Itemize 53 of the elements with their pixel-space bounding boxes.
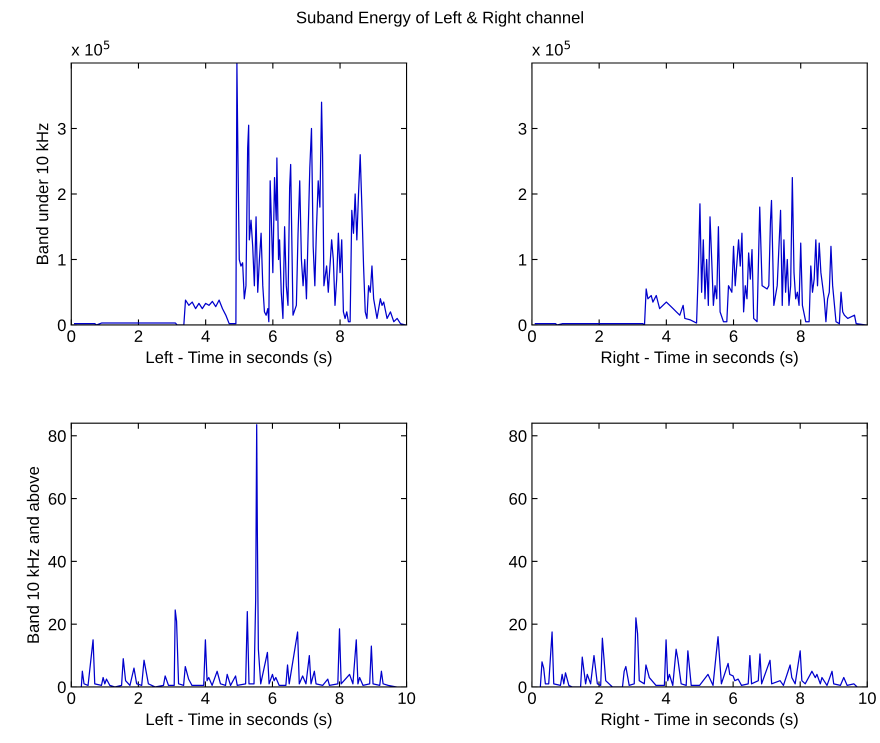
x-tick-label: 0 xyxy=(67,330,76,342)
x-tick-label: 2 xyxy=(595,330,603,342)
x-tick-label: 6 xyxy=(269,330,277,342)
text: x 10$^{5}$ xyxy=(532,40,570,56)
line-series xyxy=(80,424,398,687)
y-tick-label: 80 xyxy=(48,430,66,442)
line-series xyxy=(74,63,406,325)
y-tick-label: 40 xyxy=(508,556,526,568)
line-series xyxy=(540,617,858,687)
x-tick-label: 4 xyxy=(662,692,670,704)
y-tick-label: 0 xyxy=(58,319,66,332)
x-tick-label: 6 xyxy=(729,692,738,704)
y-tick-label: 1 xyxy=(519,254,526,266)
chart-title: Suband Energy of Left & Right channel xyxy=(296,11,583,27)
x-tick-label: 2 xyxy=(595,692,603,704)
x-tick-label: 4 xyxy=(201,330,210,342)
y-tick-label: 3 xyxy=(518,122,526,135)
y-axis-title: Band under 10 kHz xyxy=(36,123,48,264)
y-tick-label: 3 xyxy=(58,122,66,135)
y-tick-label: 0 xyxy=(518,681,526,694)
x-axis-title: Left - Time in seconds (s) xyxy=(146,350,332,366)
y-tick-label: 1 xyxy=(58,254,66,266)
x-tick-label: 6 xyxy=(730,330,738,342)
x-tick-label: 0 xyxy=(528,692,536,704)
x-tick-label: 10 xyxy=(398,692,416,704)
y-tick-label: 80 xyxy=(509,430,526,442)
x-tick-label: 0 xyxy=(528,330,536,342)
x-tick-label: 4 xyxy=(201,692,210,704)
y-tick-label: 0 xyxy=(518,319,526,332)
x-tick-label: 8 xyxy=(796,330,805,342)
x-axis-title: Right - Time in seconds (s) xyxy=(602,350,798,366)
x-axis-title: Right - Time in seconds (s) xyxy=(602,712,798,728)
x-tick-label: 0 xyxy=(67,692,76,704)
x-axis-title: Left - Time in seconds (s) xyxy=(146,712,332,728)
y-tick-label: 60 xyxy=(509,492,526,505)
x-tick-label: 2 xyxy=(134,692,142,704)
text: x 10$^{5}$ xyxy=(71,40,110,56)
x-tick-label: 6 xyxy=(268,692,276,704)
x-tick-label: 4 xyxy=(662,330,670,342)
x-tick-label: 8 xyxy=(796,692,804,704)
y-tick-label: 0 xyxy=(58,681,66,694)
y-tick-label: 20 xyxy=(48,618,66,630)
x-tick-label: 8 xyxy=(336,692,344,704)
y-tick-label: 20 xyxy=(509,618,526,630)
line-series xyxy=(534,177,867,325)
x-tick-label: 2 xyxy=(134,330,142,342)
y-tick-label: 2 xyxy=(518,188,526,200)
y-tick-label: 60 xyxy=(48,492,66,505)
y-axis-title: Band 10 kHz and above xyxy=(26,466,40,643)
x-tick-label: 8 xyxy=(336,330,344,342)
x-tick-label: 10 xyxy=(859,692,876,704)
y-tick-label: 2 xyxy=(58,188,66,200)
y-tick-label: 40 xyxy=(48,556,66,568)
